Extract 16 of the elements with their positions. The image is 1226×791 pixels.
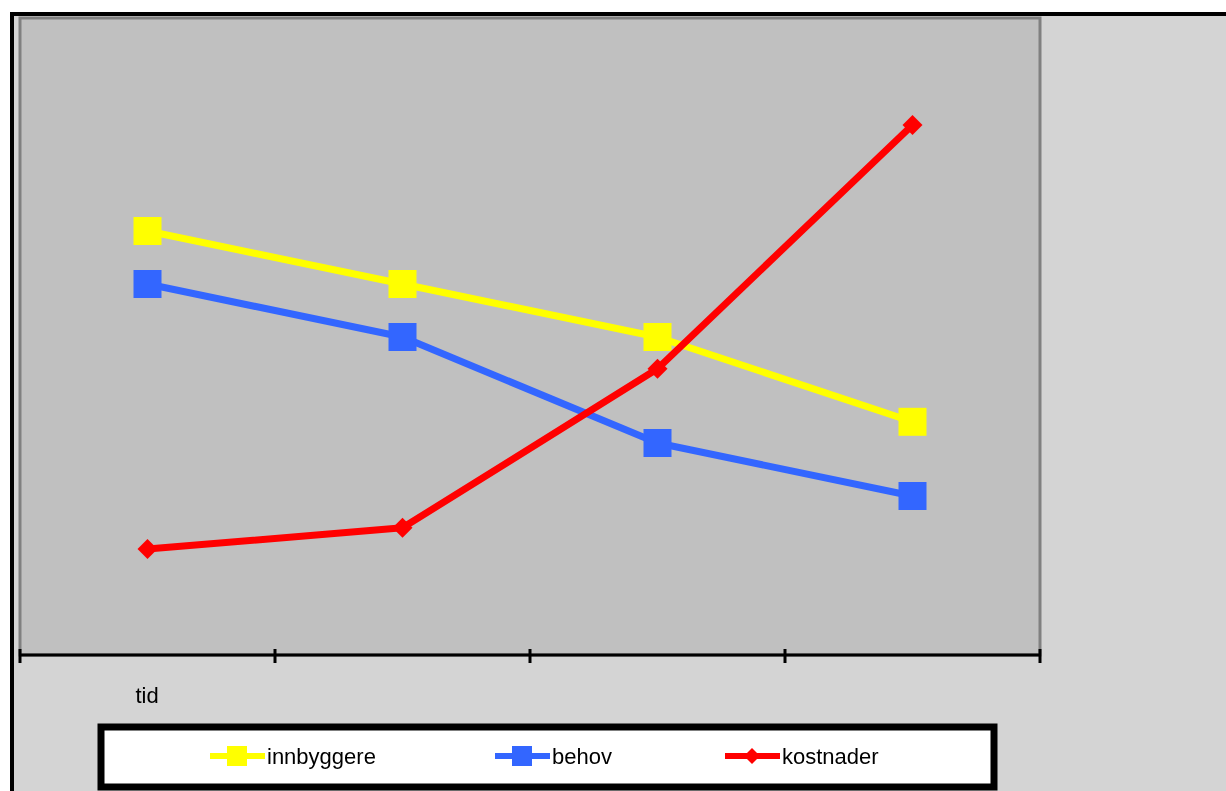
point — [898, 407, 927, 436]
legend-label: kostnader — [782, 744, 879, 769]
point — [898, 482, 927, 510]
x-axis-title: tid — [135, 683, 159, 708]
point — [133, 217, 162, 245]
point — [643, 323, 672, 351]
point — [392, 517, 413, 538]
point — [388, 323, 417, 351]
point — [137, 539, 158, 559]
point — [388, 270, 417, 298]
point — [902, 115, 923, 135]
legend-label: innbyggere — [267, 744, 376, 769]
point — [133, 270, 162, 298]
legend-label: behov — [552, 744, 612, 769]
point — [643, 429, 672, 457]
point — [647, 358, 668, 379]
